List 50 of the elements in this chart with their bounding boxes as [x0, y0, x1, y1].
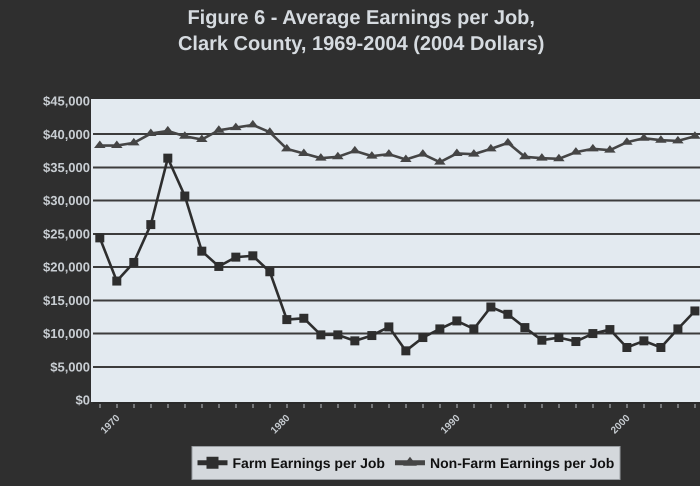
y-tick-label: $35,000 — [43, 160, 90, 175]
chart-title: Figure 6 - Average Earnings per Job, Clark County, 1969-2004 (2004 Dollars) — [178, 7, 544, 55]
point — [656, 343, 666, 352]
y-tick-label: $0 — [76, 392, 90, 408]
point — [146, 220, 156, 230]
y-tick-label: $30,000 — [43, 193, 90, 208]
point — [214, 262, 224, 271]
legend-label: Non-Farm Earnings per Job — [430, 455, 614, 472]
point — [367, 331, 376, 340]
point — [537, 336, 546, 345]
point — [180, 192, 190, 201]
point — [689, 131, 700, 139]
point — [418, 333, 428, 342]
y-tick-label: $20,000 — [43, 260, 90, 275]
point — [571, 337, 580, 346]
point — [282, 315, 292, 324]
point — [639, 336, 648, 346]
point — [469, 324, 478, 334]
point — [299, 314, 308, 323]
point — [605, 325, 614, 334]
point — [503, 310, 512, 319]
point — [95, 233, 104, 242]
point — [129, 258, 138, 267]
point — [673, 324, 682, 334]
y-tick-label: $40,000 — [43, 126, 90, 142]
y-tick-label: $25,000 — [43, 226, 90, 242]
point — [401, 346, 410, 356]
y-tick-label: $45,000 — [43, 94, 90, 109]
point — [231, 252, 240, 262]
point — [435, 324, 444, 334]
point — [554, 333, 564, 342]
point — [163, 154, 172, 163]
y-tick-label: $15,000 — [43, 292, 90, 308]
point — [197, 246, 206, 256]
point — [248, 251, 258, 260]
point — [486, 302, 496, 312]
point — [112, 276, 122, 286]
point — [452, 316, 462, 326]
point — [350, 336, 360, 346]
point — [588, 329, 598, 338]
legend-label: Farm Earnings per Job — [232, 455, 385, 472]
point — [333, 330, 342, 340]
point — [520, 323, 530, 332]
point — [690, 306, 700, 316]
y-tick-label: $5,000 — [50, 359, 90, 374]
point — [384, 322, 394, 332]
y-tick-label: $10,000 — [43, 326, 90, 342]
point — [265, 267, 274, 276]
point — [316, 330, 326, 340]
point — [622, 343, 632, 352]
